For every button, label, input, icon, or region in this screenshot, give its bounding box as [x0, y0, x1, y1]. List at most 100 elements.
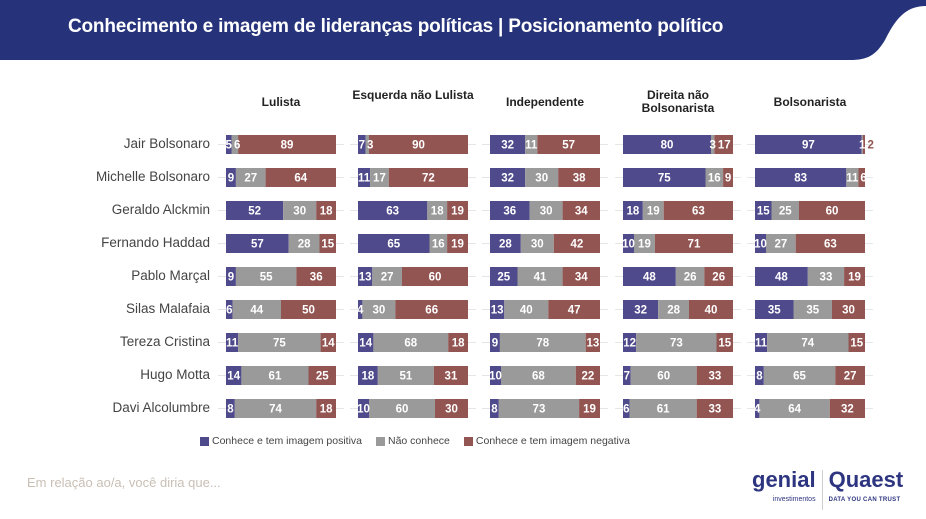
bar-segment — [448, 333, 468, 352]
data-label: 14 — [227, 371, 240, 383]
bar-segment — [504, 300, 549, 319]
bar-segment — [623, 366, 631, 385]
data-label: 51 — [399, 371, 412, 383]
bar-segment — [623, 333, 637, 352]
data-label: 18 — [362, 371, 375, 383]
data-label: 10 — [754, 239, 767, 251]
panel-title: Lulista — [261, 95, 301, 109]
data-label: 18 — [320, 404, 333, 416]
data-label: 19 — [638, 239, 651, 251]
bar-segment — [490, 168, 526, 187]
bar-segment — [675, 267, 705, 286]
data-label: 61 — [657, 404, 670, 416]
data-label: 6 — [623, 404, 629, 416]
data-label: 9 — [492, 338, 498, 350]
bar-segment — [755, 267, 808, 286]
bar-segment — [553, 234, 600, 253]
bar-segment — [358, 201, 428, 220]
bar-segment — [498, 399, 580, 418]
data-label: 18 — [320, 206, 333, 218]
data-label: 89 — [281, 140, 294, 152]
data-label: 3 — [367, 140, 373, 152]
bar-segment — [231, 135, 239, 154]
legend-label: Conhece e tem imagem negativa — [475, 435, 630, 447]
bar-segment — [755, 399, 760, 418]
data-label: 44 — [250, 305, 263, 317]
data-label: 6 — [234, 140, 240, 152]
data-label: 64 — [294, 173, 307, 185]
data-label: 66 — [425, 305, 438, 317]
data-label: 65 — [387, 239, 400, 251]
data-label: 14 — [359, 338, 372, 350]
bar-segment — [490, 201, 530, 220]
data-label: 33 — [708, 371, 721, 383]
bar-segment — [226, 135, 232, 154]
data-label: 9 — [725, 173, 731, 185]
bar-segment — [429, 234, 448, 253]
bar-segment — [663, 201, 733, 220]
data-label: 60 — [429, 272, 442, 284]
bar-segment — [226, 366, 242, 385]
data-label: 19 — [451, 239, 464, 251]
quaest-logo: Quaest DATA YOU CAN TRUST — [821, 469, 903, 510]
legend-label: Conhece e tem imagem positiva — [212, 435, 362, 447]
data-label: 9 — [228, 272, 234, 284]
data-label: 6 — [860, 173, 866, 185]
data-label: 15 — [321, 239, 334, 251]
bar-segment — [226, 201, 284, 220]
bar-segment — [238, 333, 321, 352]
data-label: 60 — [826, 206, 839, 218]
bar-segment — [369, 135, 468, 154]
data-label: 48 — [643, 272, 656, 284]
data-label: 30 — [540, 206, 553, 218]
bar-segment — [283, 201, 317, 220]
data-label: 4 — [357, 305, 364, 317]
bar-segment — [358, 267, 373, 286]
data-label: 13 — [491, 305, 504, 317]
bar-segment — [714, 135, 733, 154]
row-label: Hugo Motta — [140, 367, 210, 382]
data-label: 2 — [867, 140, 873, 152]
bar-segment — [490, 300, 505, 319]
data-label: 41 — [534, 272, 547, 284]
data-label: 11 — [846, 173, 859, 185]
bar-segment — [858, 168, 865, 187]
bar-segment — [579, 399, 600, 418]
bar-segment — [529, 201, 563, 220]
data-label: 27 — [774, 239, 787, 251]
bar-segment — [558, 168, 600, 187]
bar-segment — [755, 300, 794, 319]
data-label: 27 — [844, 371, 857, 383]
bar-segment — [846, 168, 859, 187]
bar-segment — [358, 234, 430, 253]
bar-segment — [319, 234, 336, 253]
data-label: 63 — [386, 206, 399, 218]
bar-segment — [370, 168, 389, 187]
data-label: 40 — [705, 305, 718, 317]
data-label: 10 — [622, 239, 635, 251]
data-label: 19 — [583, 404, 596, 416]
data-label: 57 — [251, 239, 264, 251]
bar-segment — [447, 201, 468, 220]
bar-segment — [835, 366, 865, 385]
data-label: 97 — [802, 140, 815, 152]
data-label: 11 — [226, 338, 239, 350]
bar-segment — [705, 168, 724, 187]
data-label: 50 — [302, 305, 315, 317]
row-label: Pablo Marçal — [131, 268, 210, 283]
bar-segment — [767, 333, 849, 352]
bar-segment — [766, 234, 796, 253]
data-label: 13 — [359, 272, 372, 284]
data-label: 33 — [708, 404, 721, 416]
data-label: 3 — [709, 140, 715, 152]
bar-segment — [490, 333, 500, 352]
bar-segment — [711, 135, 715, 154]
data-label: 68 — [532, 371, 545, 383]
data-label: 90 — [412, 140, 425, 152]
row-label: Tereza Cristina — [119, 334, 210, 349]
data-label: 28 — [298, 239, 311, 251]
legend-item-unknown: Não conhece — [376, 435, 450, 447]
data-label: 32 — [634, 305, 647, 317]
bar-segment — [388, 168, 468, 187]
